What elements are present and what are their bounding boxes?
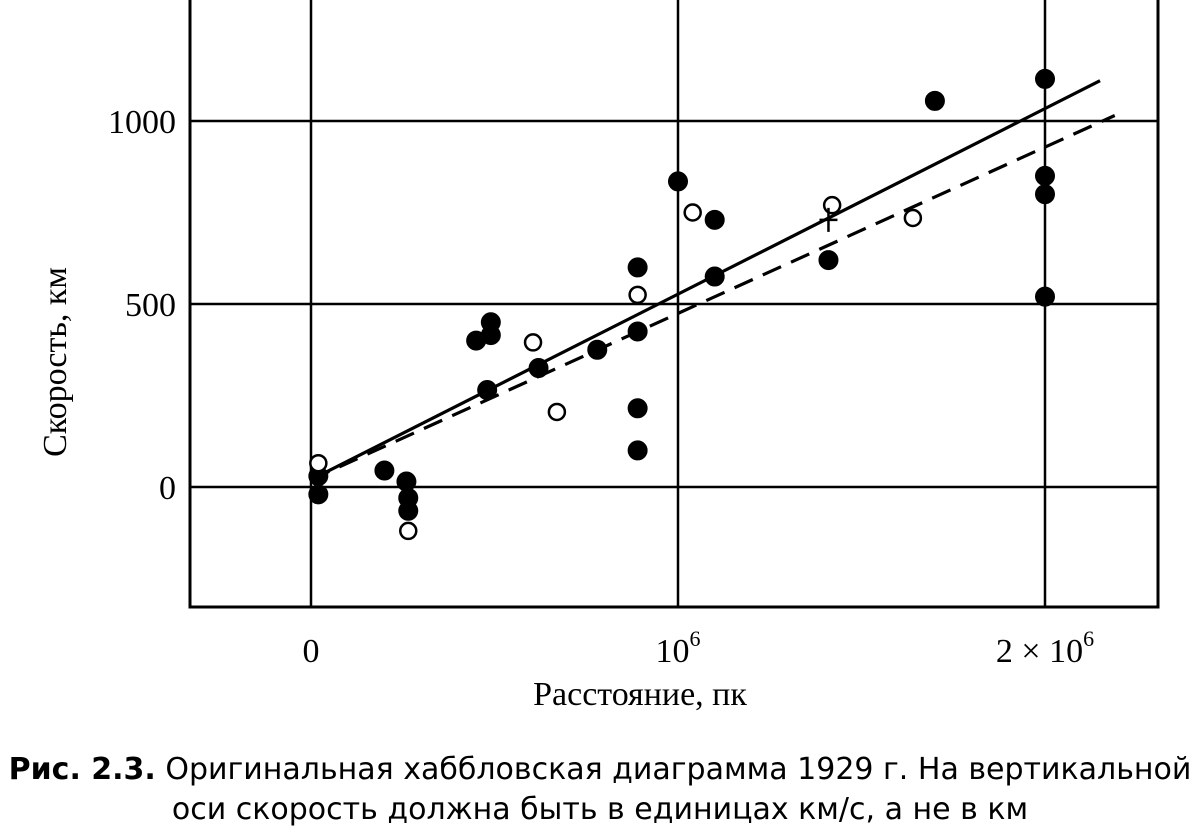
filled-data-point bbox=[1035, 68, 1055, 89]
open-data-point bbox=[309, 453, 328, 473]
plot-frame bbox=[188, 0, 1160, 609]
open-data-point bbox=[547, 402, 567, 422]
filled-data-point bbox=[704, 266, 725, 287]
filled-data-point bbox=[587, 339, 608, 360]
filled-data-point bbox=[1035, 184, 1055, 205]
filled-data-point bbox=[627, 257, 648, 278]
y-tick-label: 1000 bbox=[108, 104, 176, 141]
figure-caption-text-1: Оригинальная хаббловская диаграмма 1929 … bbox=[165, 752, 1192, 787]
filled-data-point bbox=[528, 358, 549, 379]
filled-data-point bbox=[1035, 165, 1055, 186]
open-data-point bbox=[628, 285, 647, 305]
y-tick-label: 500 bbox=[125, 287, 176, 324]
figure-caption-label: Рис. 2.3. bbox=[8, 752, 156, 787]
open-data-point bbox=[399, 521, 418, 541]
tick-labels: 0 500 1000 0 106 2 × 106 bbox=[108, 104, 1094, 670]
open-data-point bbox=[822, 195, 842, 215]
figure-caption-text-2: оси скорость должна быть в единицах км/с… bbox=[171, 792, 1029, 827]
filled-data-point bbox=[627, 440, 648, 461]
filled-data-point bbox=[668, 171, 688, 192]
dashed-fit-line bbox=[310, 114, 1116, 482]
data-points bbox=[308, 68, 1055, 541]
filled-data-point bbox=[374, 460, 395, 481]
filled-data-point bbox=[818, 250, 839, 271]
open-data-point bbox=[523, 333, 543, 352]
filled-data-point bbox=[704, 209, 725, 230]
x-tick-label: 2 × 106 bbox=[996, 626, 1094, 670]
y-tick-label: 0 bbox=[159, 470, 176, 507]
figure-caption-line-1: Рис. 2.3. Оригинальная хаббловская диагр… bbox=[0, 752, 1200, 787]
filled-data-point bbox=[1035, 286, 1055, 307]
filled-data-point bbox=[398, 500, 419, 521]
x-tick-label: 106 bbox=[656, 626, 701, 670]
figure-caption-line-2: оси скорость должна быть в единицах км/с… bbox=[0, 792, 1200, 827]
filled-data-point bbox=[924, 90, 945, 111]
filled-data-point bbox=[477, 380, 498, 401]
open-data-point bbox=[903, 208, 923, 228]
grid-lines bbox=[190, 0, 1158, 607]
x-axis-title: Расстояние, пк bbox=[533, 676, 747, 713]
x-tick-label: 0 bbox=[303, 633, 320, 670]
filled-data-point bbox=[480, 312, 501, 333]
open-data-point bbox=[683, 203, 702, 222]
filled-data-point bbox=[308, 484, 329, 505]
filled-data-point bbox=[627, 398, 648, 419]
filled-data-point bbox=[627, 321, 648, 342]
plus-marker bbox=[819, 207, 838, 232]
y-axis-title: Скорость, км bbox=[37, 267, 74, 457]
